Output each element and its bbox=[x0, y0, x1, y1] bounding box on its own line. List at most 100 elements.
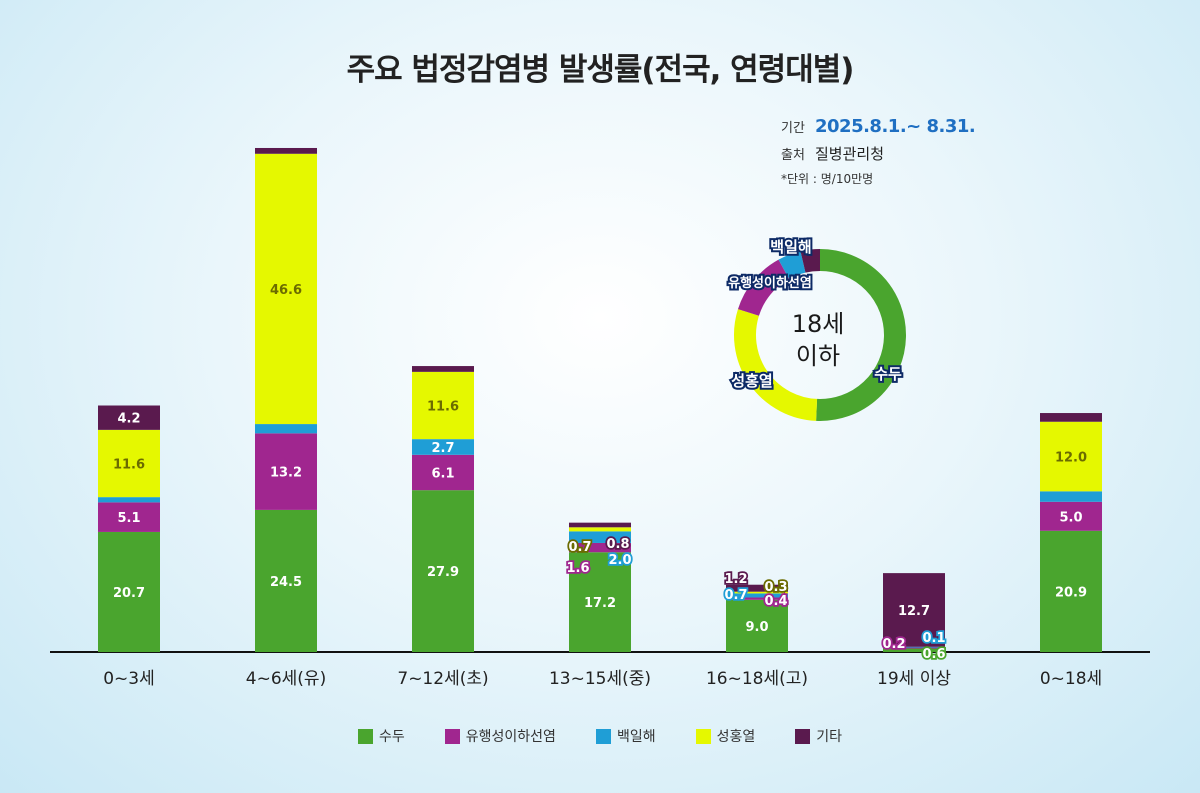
donut-slice bbox=[778, 251, 806, 280]
data-label: 46.6 bbox=[270, 283, 302, 298]
bar-segment bbox=[255, 147, 317, 154]
bar-segment bbox=[726, 597, 788, 600]
bar-segment bbox=[98, 502, 160, 532]
data-label: 2.7 bbox=[431, 441, 454, 456]
source-value: 질병관리청 bbox=[815, 145, 885, 163]
x-tick-label: 0~3세 bbox=[103, 669, 155, 689]
data-label: 1.6 bbox=[566, 561, 589, 576]
info-box: 기간 2025.8.1.~ 8.31. 출처 질병관리청 *단위 : 명/10만… bbox=[781, 116, 976, 193]
bar-segment bbox=[569, 531, 631, 543]
data-label: 0.2 bbox=[882, 637, 905, 652]
data-label: 0.4 bbox=[764, 594, 787, 609]
legend-label: 기타 bbox=[816, 729, 842, 745]
bar-segment bbox=[98, 497, 160, 503]
data-label: 11.6 bbox=[427, 400, 459, 415]
data-label: 20.7 bbox=[113, 586, 145, 601]
donut-slice bbox=[737, 259, 790, 317]
bar-segment bbox=[412, 439, 474, 455]
data-label: 17.2 bbox=[584, 596, 616, 611]
data-label: 12.7 bbox=[898, 604, 930, 619]
legend: 수두 유행성이하선염 백일해 성홍열 기타 bbox=[0, 726, 1200, 746]
legend-label: 수두 bbox=[379, 729, 405, 745]
donut-slice-label: 백일해 bbox=[770, 238, 811, 256]
bar-segment bbox=[412, 490, 474, 652]
legend-item: 유행성이하선염 bbox=[444, 726, 556, 746]
bar-segment bbox=[726, 584, 788, 592]
unit-note: *단위 : 명/10만명 bbox=[781, 172, 874, 186]
bar-segment bbox=[883, 646, 945, 648]
period-label: 기간 bbox=[781, 121, 805, 136]
data-label: 0.3 bbox=[764, 580, 787, 595]
legend-swatch bbox=[444, 728, 460, 744]
donut-slice-label: 유행성이하선염 bbox=[728, 275, 812, 291]
data-label: 5.1 bbox=[117, 511, 140, 526]
bar-segment bbox=[883, 648, 945, 652]
x-tick-label: 0~18세 bbox=[1040, 669, 1102, 689]
data-label: 4.2 bbox=[117, 412, 140, 427]
x-tick-label: 19세 이상 bbox=[877, 669, 951, 689]
data-label: 9.0 bbox=[745, 620, 768, 635]
bar-segment bbox=[255, 509, 317, 652]
bar-segment bbox=[1040, 491, 1102, 502]
bar-segment bbox=[726, 593, 788, 598]
data-label: 0.7 bbox=[724, 588, 747, 603]
bar-segment bbox=[1040, 501, 1102, 531]
data-label: 6.1 bbox=[431, 466, 454, 481]
legend-label: 유행성이하선염 bbox=[465, 729, 556, 745]
bar-segment bbox=[569, 542, 631, 553]
bar-segment bbox=[883, 573, 945, 647]
bar-segment bbox=[255, 424, 317, 434]
data-label: 0.6 bbox=[922, 647, 945, 662]
data-label: 0.7 bbox=[568, 540, 591, 555]
data-label: 1.2 bbox=[724, 572, 747, 587]
donut-center-label: 18세 bbox=[792, 310, 845, 338]
data-label: 2.0 bbox=[608, 553, 631, 568]
legend-swatch bbox=[795, 728, 811, 744]
data-label: 13.2 bbox=[270, 466, 302, 481]
bar-segment bbox=[726, 591, 788, 594]
donut-slice bbox=[734, 309, 818, 421]
x-tick-label: 7~12세(초) bbox=[397, 669, 488, 689]
source-row: 출처 질병관리청 bbox=[781, 143, 975, 164]
data-label: 12.0 bbox=[1055, 451, 1087, 466]
bar-segment bbox=[98, 531, 160, 652]
x-tick-label: 13~15세(중) bbox=[549, 669, 651, 689]
x-tick-label: 4~6세(유) bbox=[246, 669, 326, 689]
bar-segment bbox=[412, 371, 474, 440]
bar-segment bbox=[412, 366, 474, 372]
data-label: 0.8 bbox=[606, 537, 629, 552]
donut-slice-label: 성홍열 bbox=[731, 372, 772, 390]
donut-slice bbox=[816, 249, 906, 421]
bar-segment bbox=[569, 552, 631, 652]
legend-swatch bbox=[695, 728, 711, 744]
data-label: 5.0 bbox=[1059, 510, 1082, 525]
bar-segment bbox=[1040, 421, 1102, 492]
legend-label: 성홍열 bbox=[716, 729, 756, 745]
bar-segment bbox=[726, 599, 788, 652]
bar-segment bbox=[412, 454, 474, 491]
bar-segment bbox=[98, 405, 160, 430]
data-label: 27.9 bbox=[427, 565, 459, 580]
bar-segment bbox=[569, 522, 631, 528]
data-label: 24.5 bbox=[270, 575, 302, 590]
source-label: 출처 bbox=[781, 148, 805, 163]
bar-segment bbox=[569, 527, 631, 532]
x-tick-label: 16~18세(고) bbox=[706, 669, 808, 689]
legend-item: 성홍열 bbox=[695, 726, 756, 746]
bar-segment bbox=[883, 647, 945, 649]
data-label: 20.9 bbox=[1055, 585, 1087, 600]
donut-center-label: 이하 bbox=[796, 342, 840, 370]
data-label: 0.1 bbox=[922, 631, 945, 646]
legend-swatch bbox=[358, 728, 373, 744]
bar-segment bbox=[1040, 530, 1102, 652]
legend-item: 수두 bbox=[358, 726, 405, 746]
legend-item: 백일해 bbox=[595, 726, 656, 746]
bar-segment bbox=[255, 433, 317, 510]
donut-slice-label: 수두 bbox=[874, 365, 902, 383]
period-value: 2025.8.1.~ 8.31. bbox=[815, 116, 976, 137]
period-row: 기간 2025.8.1.~ 8.31. bbox=[781, 116, 976, 137]
chart-title: 주요 법정감염병 발생률(전국, 연령대별) bbox=[346, 52, 855, 88]
bar-segment bbox=[98, 429, 160, 498]
